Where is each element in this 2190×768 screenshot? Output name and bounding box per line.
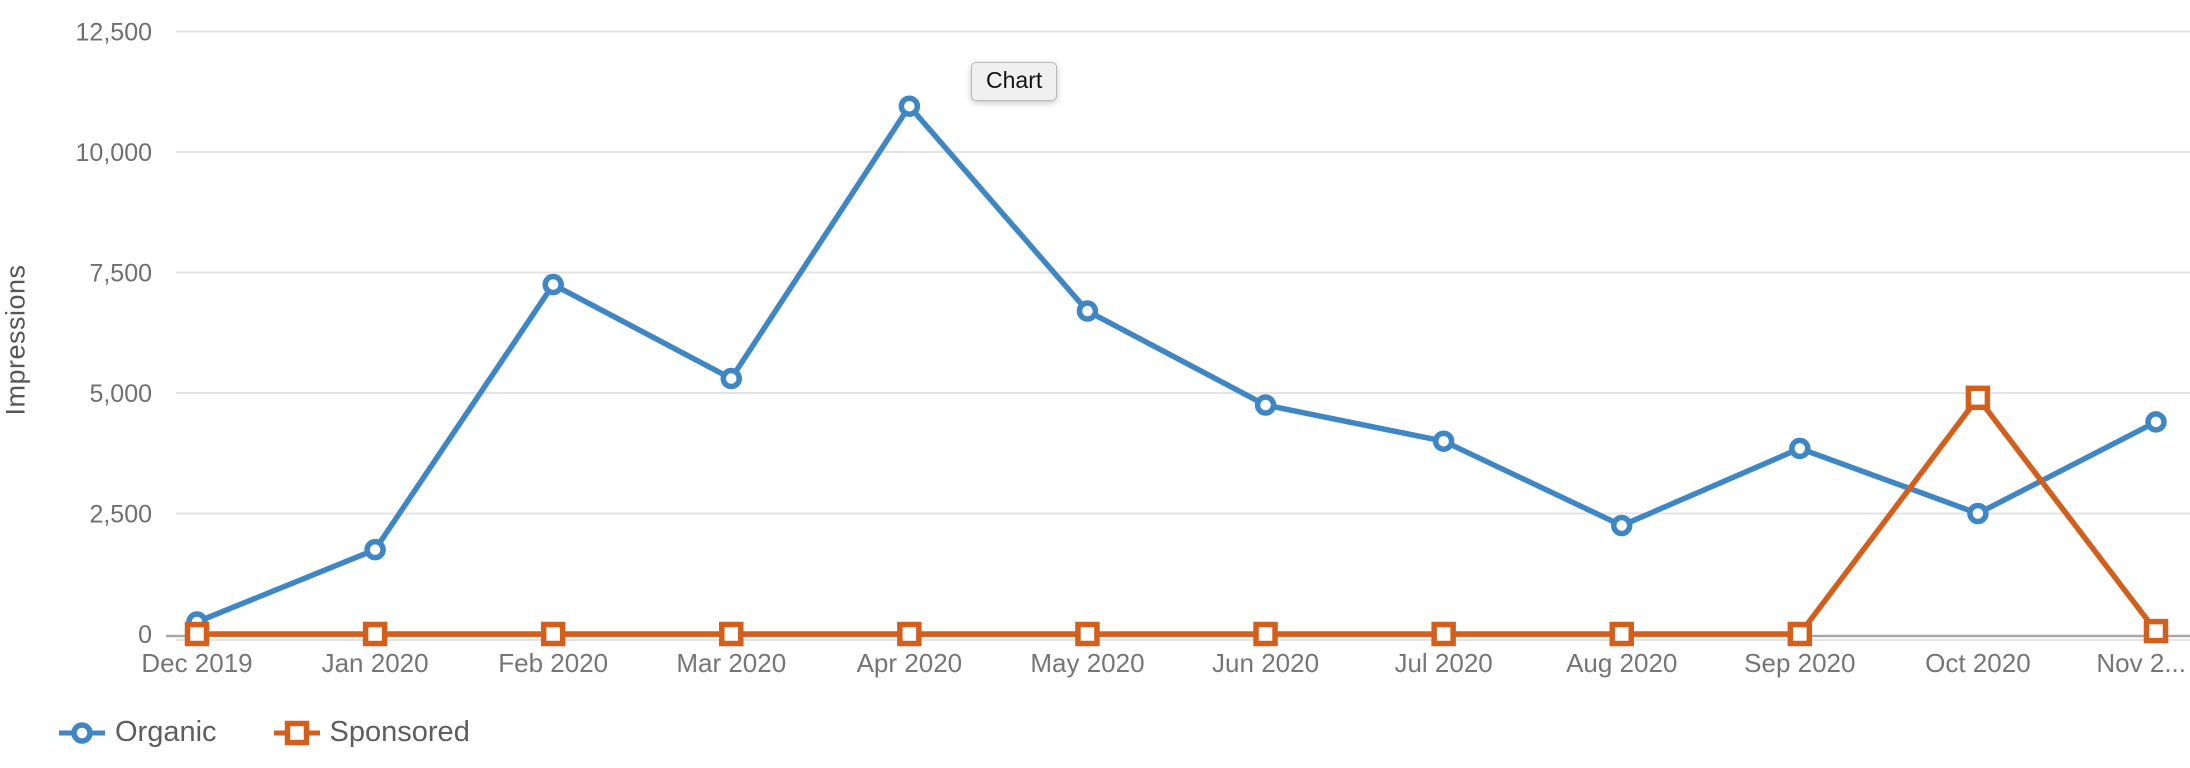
x-tick-label: Mar 2020 [676,648,786,678]
legend-item-sponsored[interactable]: Sponsored [273,716,470,749]
sponsored-marker[interactable] [184,621,210,647]
y-tick-label: 12,500 [76,19,152,47]
y-tick-label: 5,000 [89,380,152,408]
y-tick-label: 7,500 [89,260,152,288]
sponsored-marker[interactable] [1253,621,1278,647]
x-tick-label: May 2020 [1030,648,1144,678]
sponsored-marker[interactable] [540,621,566,647]
x-tick-label: Feb 2020 [498,648,608,678]
sponsored-marker[interactable] [1609,621,1634,647]
x-tick-label: Oct 2020 [1925,648,2031,678]
y-tick-label: 0 [138,621,152,649]
organic-marker[interactable] [1254,394,1277,416]
y-tick-label: 10,000 [76,139,152,167]
sponsored-marker[interactable] [1075,621,1100,647]
sponsored-marker[interactable] [1965,385,1991,411]
x-tick-label: Dec 2019 [141,648,252,678]
sponsored-series-marker-icon [273,719,321,747]
sponsored-marker[interactable] [2143,618,2169,644]
organic-marker[interactable] [1789,437,1811,460]
x-tick-label: Jul 2020 [1394,648,1492,678]
organic-marker[interactable] [542,273,564,296]
x-tick-label: Apr 2020 [857,648,963,678]
sponsored-marker[interactable] [1787,621,1813,647]
legend-label-sponsored: Sponsored [329,716,470,748]
chart-tooltip: Chart [971,62,1058,101]
y-axis-title: Impressions [0,264,31,416]
organic-marker[interactable] [364,538,386,561]
legend-item-organic[interactable]: Organic [58,716,217,749]
organic-marker[interactable] [1967,502,1989,525]
chart-legend: Organic Sponsored [58,716,470,749]
legend-label-organic: Organic [115,716,217,748]
organic-marker[interactable] [2145,411,2167,433]
organic-marker[interactable] [1610,514,1633,537]
sponsored-marker[interactable] [362,621,388,647]
x-tick-label: Sep 2020 [1744,648,1855,678]
sponsored-line[interactable] [194,395,2159,637]
x-tick-label: Aug 2020 [1566,648,1677,678]
organic-marker[interactable] [720,367,743,390]
x-tick-label: Jun 2020 [1212,648,1319,678]
organic-series-marker-icon [58,719,106,747]
x-tick-label: Jan 2020 [322,648,429,678]
sponsored-marker[interactable] [897,621,922,647]
organic-line[interactable] [194,103,2159,625]
y-tick-label: 2,500 [89,501,152,529]
organic-marker[interactable] [1076,300,1099,322]
organic-marker[interactable] [1432,430,1455,452]
x-tick-label: Nov 2... [2096,648,2186,678]
organic-marker[interactable] [898,95,921,117]
sponsored-marker[interactable] [1431,621,1456,647]
sponsored-marker[interactable] [719,621,744,647]
